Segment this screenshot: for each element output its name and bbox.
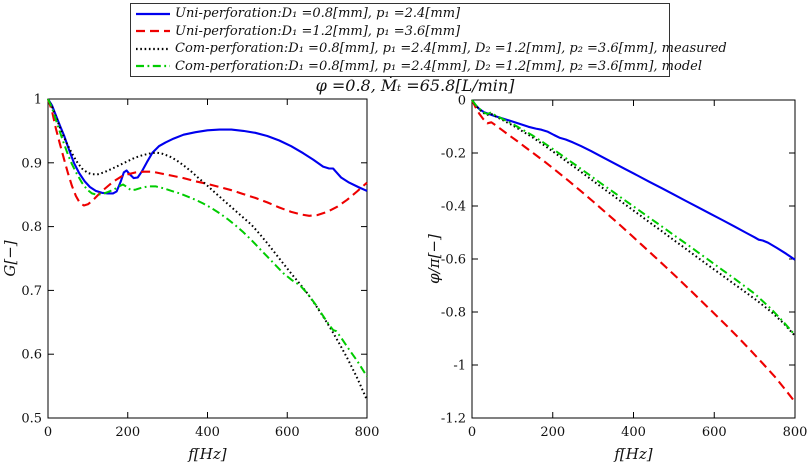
series-uni-perforation-d1-0.8-p1-2.4 [471, 99, 796, 261]
y-tick-label: -1 [453, 359, 466, 374]
legend-entry-com-perforation-measured: Com-perforation:D₁ =0.8[mm], p₁ =2.4[mm]… [135, 40, 727, 57]
legend-box: Uni-perforation:D₁ =0.8[mm], p₁ =2.4[mm]… [130, 3, 727, 77]
plot-box [47, 98, 368, 419]
y-tick-label: -0.4 [441, 200, 466, 215]
legend-line-sample [136, 12, 170, 15]
x-tick-label: 600 [702, 425, 727, 440]
series-com-perforation-model [47, 98, 368, 378]
y-axis-label: G[−] [1, 240, 19, 276]
legend-label: Uni-perforation:D₁ =0.8[mm], p₁ =2.4[mm] [175, 6, 461, 22]
y-tick-label: 0.6 [21, 348, 42, 363]
series-com-perforation-model [471, 99, 796, 336]
series-uni-perforation-d1-1.2-p1-3.6 [471, 99, 796, 403]
y-tick-label: -0.6 [441, 253, 466, 268]
y-tick-label: 1 [34, 93, 42, 108]
chart-0: 0 200 400 600 800 0.5 0.6 0.7 0.8 0.9 1 f[Hz] G[−] [1, 93, 379, 464]
x-tick-label: 0 [44, 425, 52, 440]
x-axis-label: f[Hz] [613, 445, 652, 463]
legend-entry-uni-perforation-2: Uni-perforation:D₁ =1.2[mm], p₁ =3.6[mm] [135, 23, 665, 40]
legend-label: Com-perforation:D₁ =0.8[mm], p₁ =2.4[mm]… [175, 58, 702, 74]
y-axis-label: φ/π[−] [425, 234, 443, 284]
chart-1: 0 200 400 600 800 -1.2 -1 -0.8 -0.6 -0.4 -0.2 0 f[Hz… [425, 94, 807, 464]
x-tick-label: 800 [355, 425, 380, 440]
y-tick-label: 0.9 [21, 156, 42, 171]
legend-entry-uni-perforation-1: Uni-perforation:D₁ =0.8[mm], p₁ =2.4[mm] [135, 5, 665, 22]
x-tick-label: 0 [468, 425, 476, 440]
legend-entry-com-perforation-model: Com-perforation:D₁ =0.8[mm], p₁ =2.4[mm]… [135, 58, 702, 75]
series-com-perforation-measured [471, 99, 796, 337]
y-tick-label: 0.7 [21, 284, 42, 299]
y-tick-label: -1.2 [441, 412, 466, 427]
plot-box [471, 99, 796, 419]
y-tick-label: 0 [458, 94, 466, 109]
legend-line-sample [136, 65, 170, 68]
y-tick-label: -0.8 [441, 306, 466, 321]
chart-title: φ =0.8, Ṁₜ =65.8[L/min] [315, 76, 515, 95]
legend-line-sample [136, 30, 170, 33]
y-tick-label: 0.5 [21, 412, 42, 427]
series-uni-perforation-d1-1.2-p1-3.6 [47, 98, 368, 217]
x-tick-label: 800 [783, 425, 808, 440]
series-com-perforation-measured [47, 98, 368, 401]
x-axis-label: f[Hz] [187, 445, 226, 463]
series-uni-perforation-d1-0.8-p1-2.4 [47, 98, 368, 195]
x-tick-label: 400 [195, 425, 220, 440]
legend-label: Com-perforation:D₁ =0.8[mm], p₁ =2.4[mm]… [175, 41, 727, 57]
x-tick-label: 200 [115, 425, 140, 440]
x-tick-label: 200 [540, 425, 565, 440]
x-tick-label: 600 [275, 425, 300, 440]
x-tick-label: 400 [621, 425, 646, 440]
y-tick-label: -0.2 [441, 147, 466, 162]
legend-line-sample [136, 47, 170, 50]
y-tick-label: 0.8 [21, 220, 42, 235]
legend-label: Uni-perforation:D₁ =1.2[mm], p₁ =3.6[mm] [175, 23, 461, 39]
